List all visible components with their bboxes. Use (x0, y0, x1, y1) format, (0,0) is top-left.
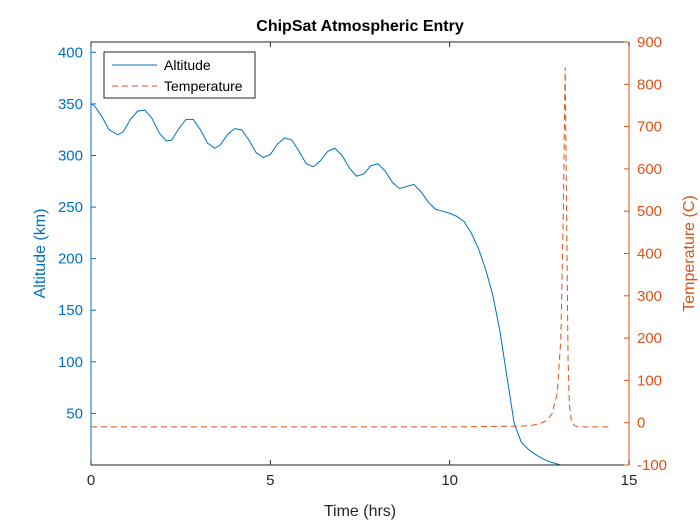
legend: Altitude Temperature (103, 51, 256, 99)
y-right-tick-label: 900 (637, 34, 662, 51)
y-left-tick-label: 200 (58, 251, 83, 268)
y-right-tick-label: 400 (637, 246, 662, 263)
chart-title: ChipSat Atmospheric Entry (256, 18, 464, 35)
y-left-tick-label: 400 (58, 44, 83, 61)
y-left-tick-label: 50 (66, 405, 83, 422)
series-altitude-line (91, 103, 601, 465)
y-right-tick-label: 100 (637, 372, 662, 389)
y-right-tick-label: 300 (637, 288, 662, 305)
y-right-tick-label: 800 (637, 76, 662, 93)
y-left-tick-label: 100 (58, 354, 83, 371)
y-right-tick-label: 600 (637, 161, 662, 178)
y-right-tick-label: 0 (637, 415, 645, 432)
legend-temperature-label: Temperature (164, 78, 243, 94)
y-left-tick-label: 250 (58, 199, 83, 216)
y-axis-right-label: Temperature (C) (681, 195, 698, 311)
series-layer (91, 67, 612, 465)
x-axis-label: Time (hrs) (324, 503, 396, 520)
y-right-tick-label: 200 (637, 330, 662, 347)
y-axis-left-label: Altitude (km) (32, 209, 49, 299)
y-right-tick-label: 500 (637, 203, 662, 220)
legend-box (103, 51, 256, 99)
x-tick-label: 10 (441, 472, 458, 489)
x-tick-label: 0 (87, 472, 95, 489)
y-right-tick-label: 700 (637, 119, 662, 136)
y-left-tick-label: 150 (58, 302, 83, 319)
legend-altitude-label: Altitude (164, 57, 211, 73)
x-tick-label: 5 (266, 472, 274, 489)
y-left-tick-label: 300 (58, 147, 83, 164)
y-left-tick-label: 350 (58, 96, 83, 113)
x-tick-label: 15 (621, 472, 638, 489)
plot-area (91, 42, 629, 465)
axes-layer: 0 5 10 15 50 100 150 200 250 300 350 400 -100 0 100 200… (58, 34, 667, 489)
y-right-tick-label: -100 (637, 457, 667, 474)
